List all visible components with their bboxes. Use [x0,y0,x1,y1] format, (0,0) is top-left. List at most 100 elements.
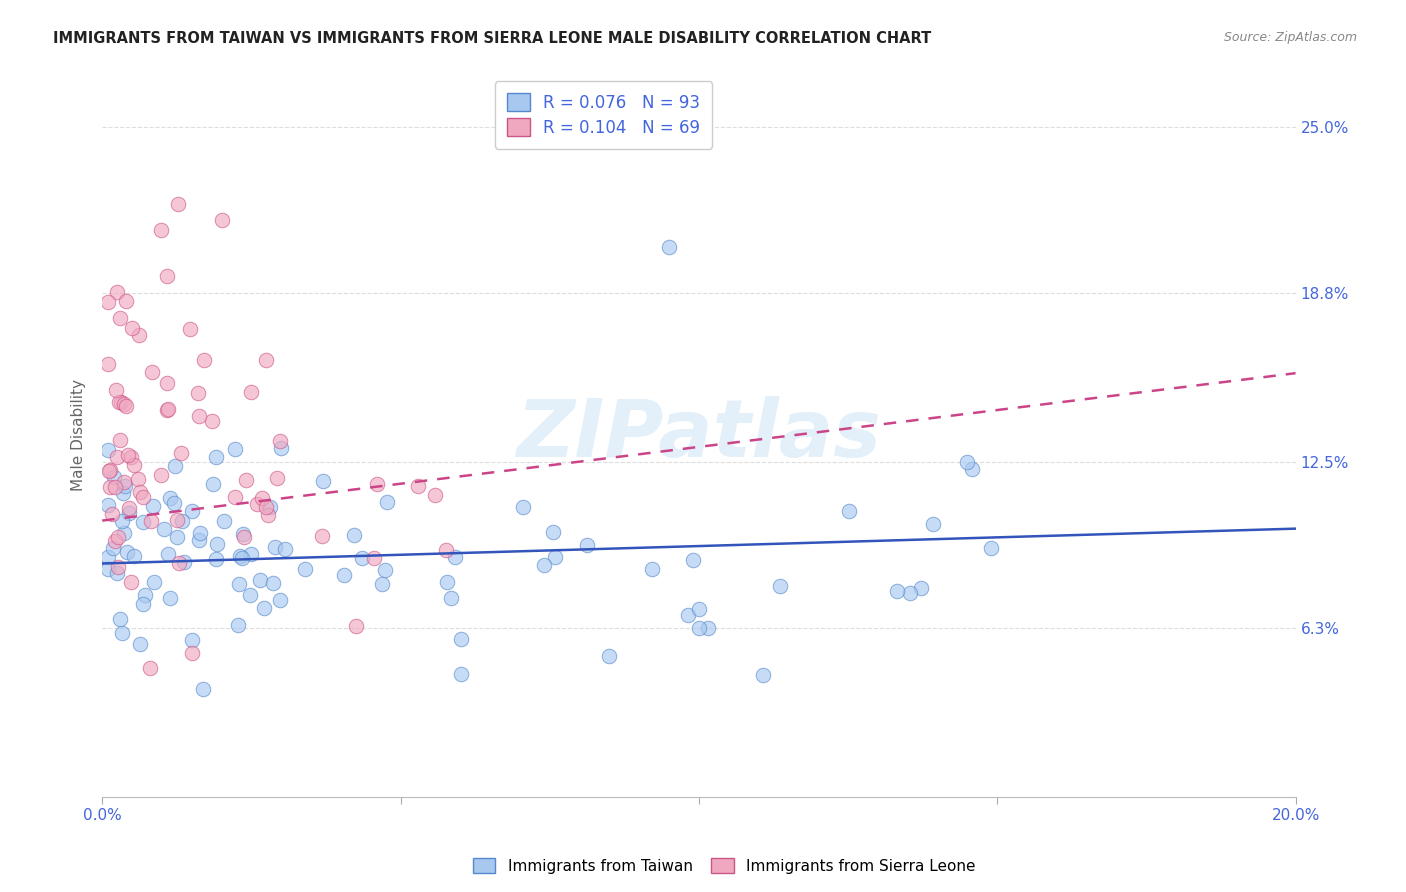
Point [142,499,165,513]
Point [188,526,211,541]
Point [104,533,127,548]
Point [115,293,138,308]
Point [118,500,141,515]
Point [156,403,179,417]
Point [97,357,120,371]
Point [163,495,186,509]
Point [181,646,204,660]
Point [97,443,120,458]
Point [114,479,136,493]
Point [193,682,215,697]
Point [898,586,921,600]
Point [374,563,396,577]
Point [838,504,860,518]
Point [105,566,128,581]
Point [149,467,172,482]
Text: Source: ZipAtlas.com: Source: ZipAtlas.com [1223,31,1357,45]
Point [101,507,124,521]
Point [232,527,254,541]
Point [229,549,252,563]
Point [205,450,228,464]
Point [112,526,135,541]
Point [188,409,211,424]
Point [107,530,129,544]
Point [169,556,191,570]
Point [259,500,281,515]
Point [120,575,142,590]
Point [423,488,446,502]
Point [270,441,292,455]
Point [544,549,567,564]
Point [97,562,120,576]
Point [181,633,204,648]
Point [112,475,135,490]
Point [688,602,710,616]
Point [363,550,385,565]
Point [205,552,228,566]
Point [124,549,146,564]
Point [641,562,664,576]
Point [111,626,134,640]
Point [149,223,172,237]
Point [108,612,131,626]
Point [108,434,131,448]
Point [181,503,204,517]
Point [352,550,374,565]
Point [224,442,246,457]
Point [104,479,127,493]
Legend: Immigrants from Taiwan, Immigrants from Sierra Leone: Immigrants from Taiwan, Immigrants from … [467,852,981,880]
Point [97,498,120,512]
Point [444,550,467,565]
Point [541,524,564,539]
Point [254,500,277,515]
Point [239,547,262,561]
Text: IMMIGRANTS FROM TAIWAN VS IMMIGRANTS FROM SIERRA LEONE MALE DISABILITY CORRELATI: IMMIGRANTS FROM TAIWAN VS IMMIGRANTS FRO… [53,31,932,46]
Point [956,455,979,469]
Point [235,473,257,487]
Point [179,322,201,336]
Point [110,394,132,409]
Point [269,434,291,448]
Point [697,621,720,635]
Point [450,632,472,646]
Point [434,543,457,558]
Point [173,555,195,569]
Point [193,352,215,367]
Point [187,385,209,400]
Point [246,497,269,511]
Point [153,522,176,536]
Text: ZIPatlas: ZIPatlas [516,396,882,474]
Point [224,490,246,504]
Point [108,310,131,325]
Point [127,472,149,486]
Point [262,576,284,591]
Point [141,365,163,379]
Point [120,450,142,464]
Point [156,401,179,416]
Point [980,541,1002,556]
Point [98,463,121,477]
Point [201,476,224,491]
Point [240,384,263,399]
Point [97,464,120,478]
Point [231,550,253,565]
Point [239,588,262,602]
Point [156,376,179,390]
Point [250,491,273,506]
Point [166,513,188,527]
Point [212,514,235,528]
Point [370,576,392,591]
Point [117,449,139,463]
Point [111,514,134,528]
Point [201,414,224,428]
Point [172,514,194,528]
Point [312,474,335,488]
Point [132,490,155,504]
Point [103,470,125,484]
Point [249,573,271,587]
Point [344,618,367,632]
Point [294,561,316,575]
Point [366,477,388,491]
Point [122,458,145,473]
Point [406,479,429,493]
